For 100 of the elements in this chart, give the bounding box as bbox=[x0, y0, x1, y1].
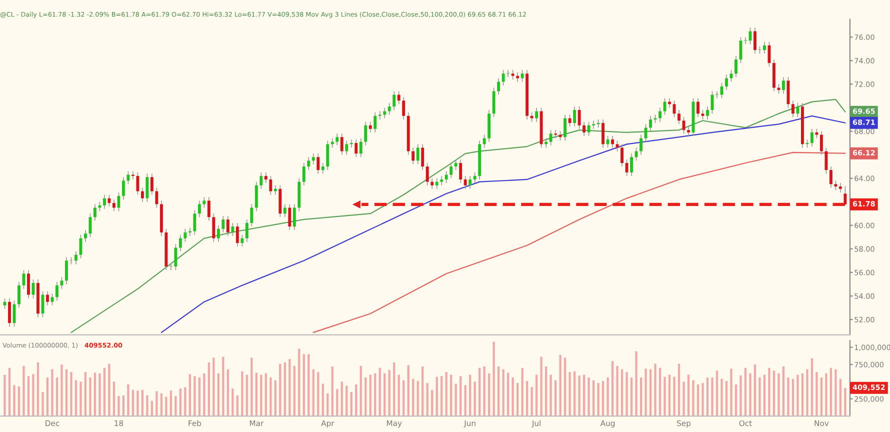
candlestick bbox=[302, 162, 306, 186]
candlestick bbox=[212, 213, 216, 242]
candlestick bbox=[734, 56, 738, 78]
bar bbox=[540, 356, 542, 416]
bar bbox=[725, 380, 728, 416]
candlestick bbox=[530, 112, 534, 122]
candlestick bbox=[592, 120, 596, 130]
bar bbox=[27, 376, 30, 416]
bar bbox=[635, 351, 638, 416]
bar bbox=[573, 371, 576, 416]
bar bbox=[264, 373, 267, 416]
candlestick bbox=[388, 102, 391, 116]
candlestick bbox=[473, 172, 476, 184]
candlestick bbox=[88, 213, 92, 238]
bar bbox=[749, 373, 752, 416]
bar bbox=[331, 366, 334, 416]
bar bbox=[255, 372, 258, 416]
bar bbox=[488, 373, 490, 416]
candlestick bbox=[269, 176, 272, 196]
bar bbox=[620, 369, 624, 416]
bar bbox=[288, 358, 291, 416]
bar bbox=[208, 362, 210, 416]
candlestick bbox=[730, 70, 733, 82]
bar bbox=[740, 375, 742, 416]
candlestick bbox=[810, 128, 814, 147]
candlestick bbox=[782, 76, 785, 94]
candlestick bbox=[312, 153, 315, 165]
candlestick bbox=[364, 121, 368, 146]
bar bbox=[260, 374, 262, 416]
candlestick bbox=[288, 204, 292, 230]
bar bbox=[118, 396, 120, 416]
bar bbox=[687, 374, 690, 416]
candlestick bbox=[640, 134, 642, 156]
bar bbox=[70, 372, 72, 416]
bar bbox=[673, 376, 676, 416]
candlestick bbox=[102, 194, 106, 210]
bar bbox=[284, 362, 286, 416]
bar bbox=[80, 382, 82, 416]
candlestick bbox=[554, 130, 558, 139]
bar bbox=[42, 392, 44, 416]
candlestick bbox=[222, 216, 225, 233]
candlestick bbox=[307, 156, 310, 170]
bar bbox=[582, 374, 586, 416]
candlestick bbox=[506, 70, 510, 78]
bar bbox=[355, 384, 358, 416]
candlestick bbox=[435, 178, 438, 190]
candlestick bbox=[402, 96, 406, 120]
candlestick bbox=[340, 133, 344, 156]
candlestick bbox=[397, 90, 400, 105]
bar bbox=[768, 368, 770, 416]
candlestick bbox=[79, 234, 82, 259]
bar bbox=[602, 380, 604, 416]
bar bbox=[94, 372, 96, 416]
bar bbox=[550, 374, 552, 416]
candlestick bbox=[254, 181, 258, 212]
bar bbox=[422, 366, 424, 416]
candlestick bbox=[236, 222, 239, 247]
bar bbox=[559, 354, 562, 416]
candlestick bbox=[226, 216, 230, 236]
bar bbox=[150, 400, 154, 416]
bar bbox=[236, 395, 238, 416]
bar bbox=[407, 365, 410, 416]
candlestick bbox=[336, 133, 339, 146]
line-series bbox=[70, 98, 846, 333]
bar bbox=[568, 372, 571, 416]
candlestick bbox=[587, 121, 590, 136]
bar bbox=[250, 358, 253, 416]
candlestick bbox=[696, 98, 700, 118]
bar bbox=[498, 366, 500, 416]
candlestick bbox=[18, 281, 20, 308]
bar bbox=[526, 380, 528, 416]
bar bbox=[65, 369, 68, 416]
candlestick bbox=[520, 70, 524, 82]
candlestick bbox=[150, 173, 154, 196]
bar bbox=[312, 369, 314, 416]
candlestick bbox=[231, 222, 234, 236]
candlestick bbox=[146, 173, 149, 202]
bar bbox=[146, 395, 148, 416]
bar bbox=[217, 373, 220, 416]
candlestick bbox=[426, 162, 429, 186]
candlestick bbox=[250, 204, 254, 227]
bar bbox=[212, 358, 215, 416]
bar bbox=[806, 369, 808, 416]
bar bbox=[611, 361, 614, 416]
bar bbox=[801, 373, 804, 416]
bar bbox=[658, 368, 662, 416]
bar bbox=[445, 372, 448, 416]
candlestick bbox=[359, 138, 362, 158]
candlestick bbox=[492, 87, 496, 118]
bar bbox=[46, 378, 49, 416]
bar bbox=[758, 378, 761, 416]
bar bbox=[293, 366, 296, 416]
bar bbox=[184, 387, 186, 416]
candlestick bbox=[568, 114, 572, 127]
bar bbox=[98, 373, 101, 416]
bar bbox=[696, 384, 700, 416]
bar bbox=[492, 342, 495, 416]
bar bbox=[246, 374, 248, 416]
candlestick bbox=[744, 36, 747, 45]
bar bbox=[13, 385, 16, 416]
